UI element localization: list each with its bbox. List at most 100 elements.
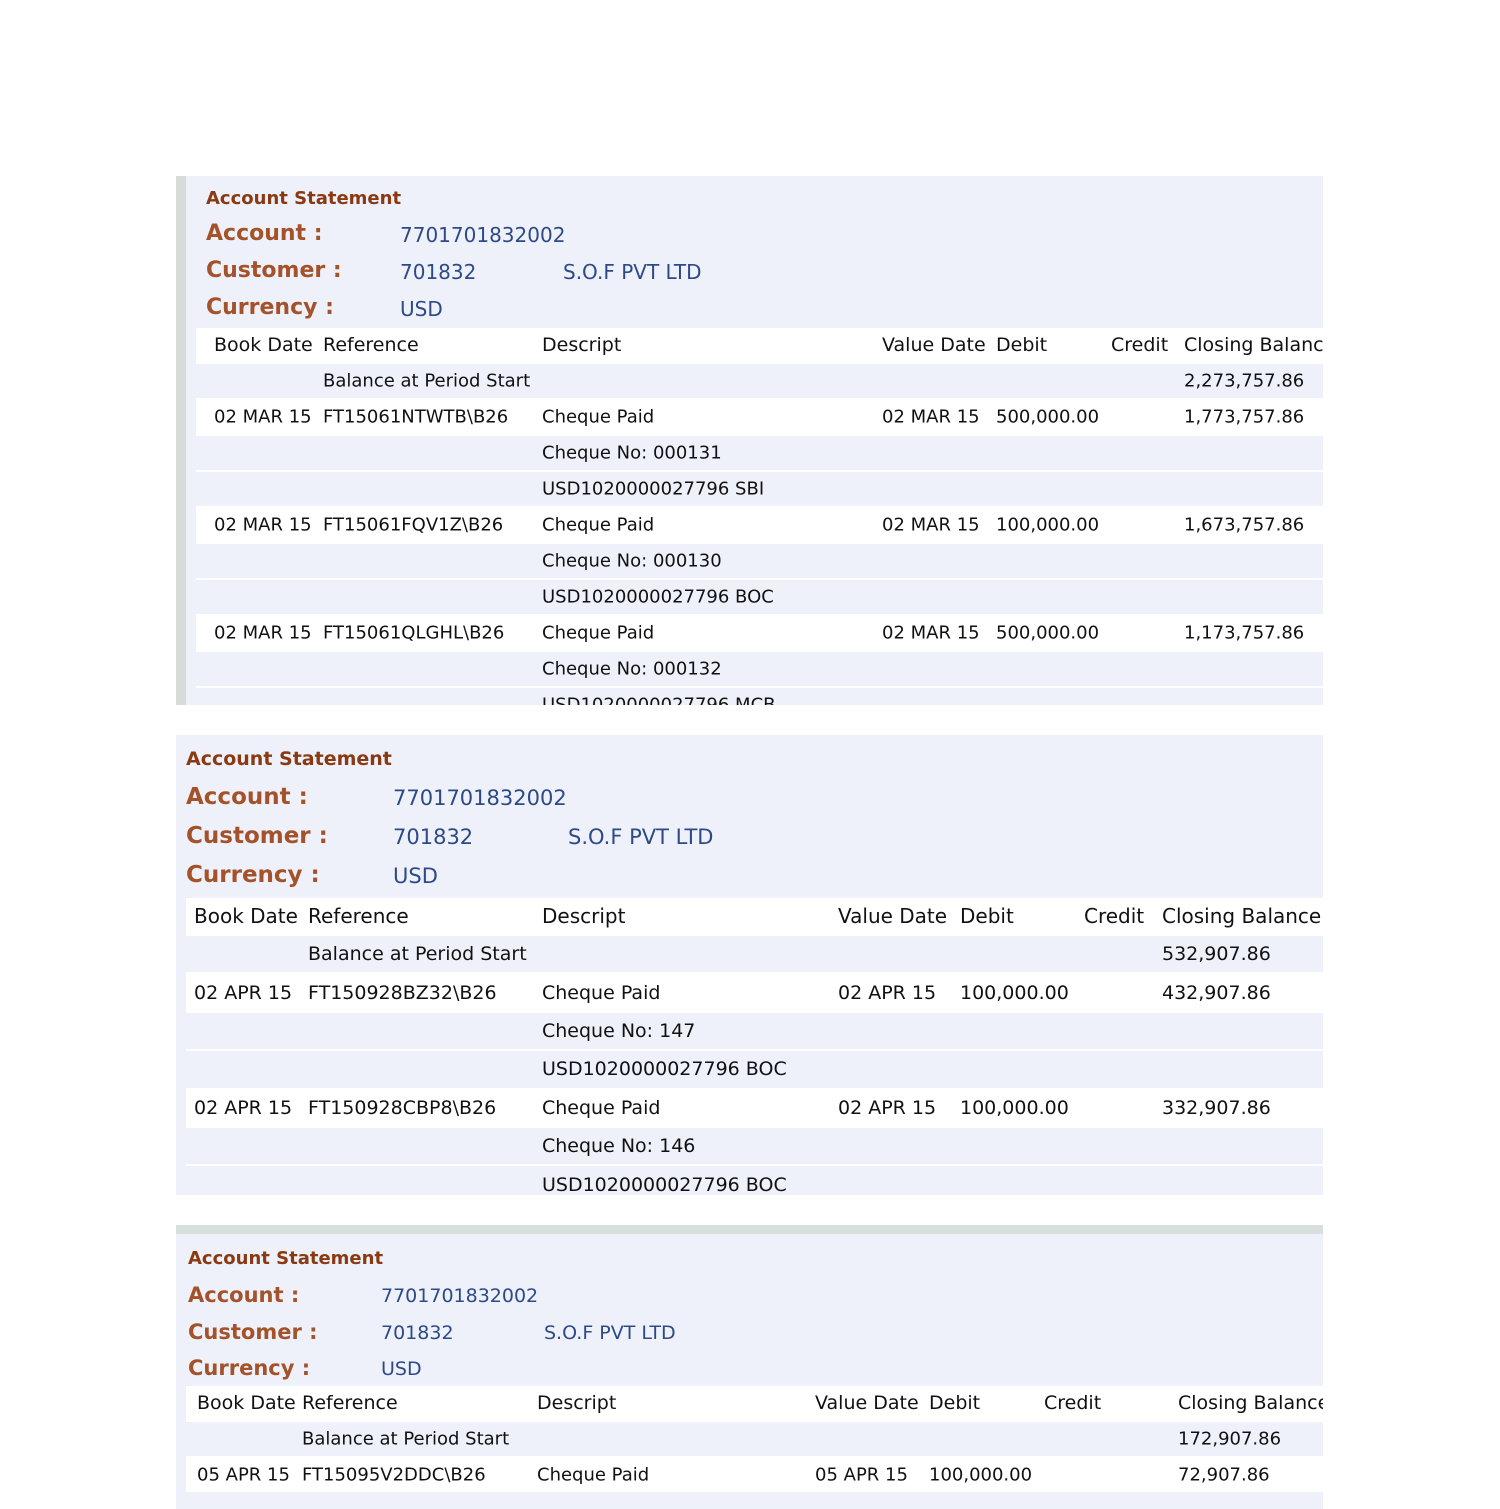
statement-title: Account Statement: [206, 188, 402, 209]
cell-closing-balance: 72,907.86: [1178, 1464, 1270, 1486]
account-label: Account :: [206, 221, 323, 246]
cell-debit: 500,000.00: [996, 406, 1100, 428]
cell-description: USD1020000027796 BOC: [542, 1058, 787, 1081]
column-header-closing-balance: Closing Balance: [1162, 904, 1322, 928]
table-header: Book Date Reference Descript Value Date Debi…: [196, 328, 1323, 362]
customer-id: 701832: [393, 825, 474, 849]
cell-description: Cheque Paid: [542, 981, 661, 1004]
table-row: USD1020000027796 SBI: [196, 470, 1323, 506]
cell-debit: 100,000.00: [960, 1096, 1069, 1119]
customer-name: S.O.F PVT LTD: [563, 260, 702, 284]
cell-reference: FT150928BZ32\B26: [308, 981, 497, 1004]
cell-value-date: 02 MAR 15: [882, 514, 980, 536]
customer-name: S.O.F PVT LTD: [544, 1322, 676, 1344]
cell-description: Cheque No: 000132: [542, 658, 722, 680]
cell-reference: FT150928CBP8\B26: [308, 1096, 497, 1119]
cell-description: USD1020000027796 SBI: [542, 478, 765, 500]
table-row: Cheque No: 000130: [196, 542, 1323, 578]
table-row: 02 MAR 15 FT15061NTWTB\B26 Cheque Paid 02 M…: [196, 398, 1323, 434]
customer-id: 701832: [381, 1322, 454, 1344]
column-header-value-date: Value Date: [882, 334, 986, 356]
column-header-value-date: Value Date: [815, 1392, 919, 1414]
cell-value-date: 02 APR 15: [838, 981, 937, 1004]
cell-book-date: 02 APR 15: [194, 1096, 293, 1119]
column-header-description: Descript: [542, 334, 622, 356]
account-number: 7701701832002: [400, 223, 566, 247]
balance-row: Balance at Period Start 532,907.86: [186, 934, 1323, 973]
currency-value: USD: [393, 864, 438, 888]
currency-value: USD: [400, 297, 443, 321]
table-row: 02 MAR 15 FT15061FQV1Z\B26 Cheque Paid 02 M…: [196, 506, 1323, 542]
table-row: USD1020000027796 BOC: [186, 1049, 1323, 1088]
account-label: Account :: [188, 1283, 300, 1307]
balance-row: Balance at Period Start 2,273,757.86: [196, 362, 1323, 398]
column-header-reference: Reference: [302, 1392, 398, 1414]
cell-closing-balance: 532,907.86: [1162, 943, 1271, 966]
cell-book-date: 02 APR 15: [194, 981, 293, 1004]
cell-reference: Balance at Period Start: [323, 370, 531, 392]
customer-id: 701832: [400, 260, 477, 284]
cell-description: Cheque No: 146: [542, 1135, 696, 1158]
table-row: 02 APR 15 FT150928BZ32\B26 Cheque Paid 02 A…: [186, 972, 1323, 1011]
table-row: 02 APR 15 FT150928CBP8\B26 Cheque Paid 02 A…: [186, 1087, 1323, 1126]
currency-label: Currency :: [206, 295, 334, 320]
column-header-book-date: Book Date: [214, 334, 313, 356]
cell-reference: FT15061NTWTB\B26: [323, 406, 509, 428]
cell-reference: FT15061QLGHL\B26: [323, 622, 505, 644]
transactions-table: Book Date Reference Descript Value Date Debi…: [196, 328, 1323, 705]
column-header-closing-balance: Closing Balance: [1178, 1392, 1323, 1414]
balance-row: Balance at Period Start 172,907.86: [186, 1420, 1323, 1456]
cell-book-date: 05 APR 15: [197, 1464, 290, 1486]
currency-label: Currency :: [186, 862, 320, 888]
cell-closing-balance: 432,907.86: [1162, 981, 1271, 1004]
column-header-credit: Credit: [1084, 904, 1145, 928]
cell-description: USD1020000027796 MCB: [542, 694, 776, 706]
column-header-reference: Reference: [323, 334, 419, 356]
account-number: 7701701832002: [381, 1285, 539, 1307]
table-row: Cheque No: 000131: [196, 434, 1323, 470]
cell-reference: FT15095V2DDC\B26: [302, 1464, 486, 1486]
column-header-debit: Debit: [996, 334, 1048, 356]
currency-label: Currency :: [188, 1356, 311, 1380]
cell-reference: FT15061FQV1Z\B26: [323, 514, 504, 536]
column-header-reference: Reference: [308, 904, 409, 928]
cell-debit: 100,000.00: [996, 514, 1100, 536]
customer-label: Customer :: [186, 823, 328, 849]
cell-closing-balance: 172,907.86: [1178, 1428, 1282, 1450]
account-statement-panel-1: Account Statement Account : Customer : Curr…: [176, 176, 1323, 705]
cell-description: Cheque Paid: [542, 406, 655, 428]
cell-reference: Balance at Period Start: [308, 943, 527, 966]
transactions-table: Book Date Reference Descript Value Date Debi…: [186, 898, 1323, 1195]
cell-debit: 100,000.00: [929, 1464, 1033, 1486]
column-header-debit: Debit: [960, 904, 1014, 928]
customer-label: Customer :: [188, 1320, 318, 1344]
table-row: Cheque No: 147: [186, 1010, 1323, 1050]
cell-description: Cheque No: 000131: [542, 442, 722, 464]
table-row: USD1020000027796 BOC: [186, 1164, 1323, 1195]
cell-value-date: 02 APR 15: [838, 1096, 937, 1119]
cell-description: Cheque No: 147: [542, 1019, 696, 1042]
cell-book-date: 02 MAR 15: [214, 622, 312, 644]
cell-value-date: 02 MAR 15: [882, 622, 980, 644]
cell-description: USD1020000027796 BOC: [542, 586, 774, 608]
cell-description: Cheque Paid: [537, 1464, 650, 1486]
cell-debit: 500,000.00: [996, 622, 1100, 644]
cell-description: Cheque Paid: [542, 1096, 661, 1119]
cell-description: USD1020000027796 BOC: [542, 1173, 787, 1195]
cell-description: Cheque Paid: [542, 622, 655, 644]
column-header-book-date: Book Date: [197, 1392, 296, 1414]
column-header-credit: Credit: [1111, 334, 1169, 356]
cell-reference: Balance at Period Start: [302, 1428, 510, 1450]
account-label: Account :: [186, 784, 308, 810]
table-row: Cheque No: 146: [186, 1125, 1323, 1165]
cell-book-date: 02 MAR 15: [214, 514, 312, 536]
cell-closing-balance: 1,673,757.86: [1184, 514, 1305, 536]
table-row: Cheque No: 000132: [196, 650, 1323, 686]
account-statement-panel-3: Account Statement Account : Customer : Curr…: [176, 1225, 1323, 1509]
column-header-description: Descript: [537, 1392, 617, 1414]
column-header-book-date: Book Date: [194, 904, 298, 928]
table-row: USD1020000027796 MCB: [196, 686, 1323, 705]
cell-description: Cheque No: 000130: [542, 550, 722, 572]
cell-book-date: 02 MAR 15: [214, 406, 312, 428]
statement-title: Account Statement: [186, 748, 392, 770]
